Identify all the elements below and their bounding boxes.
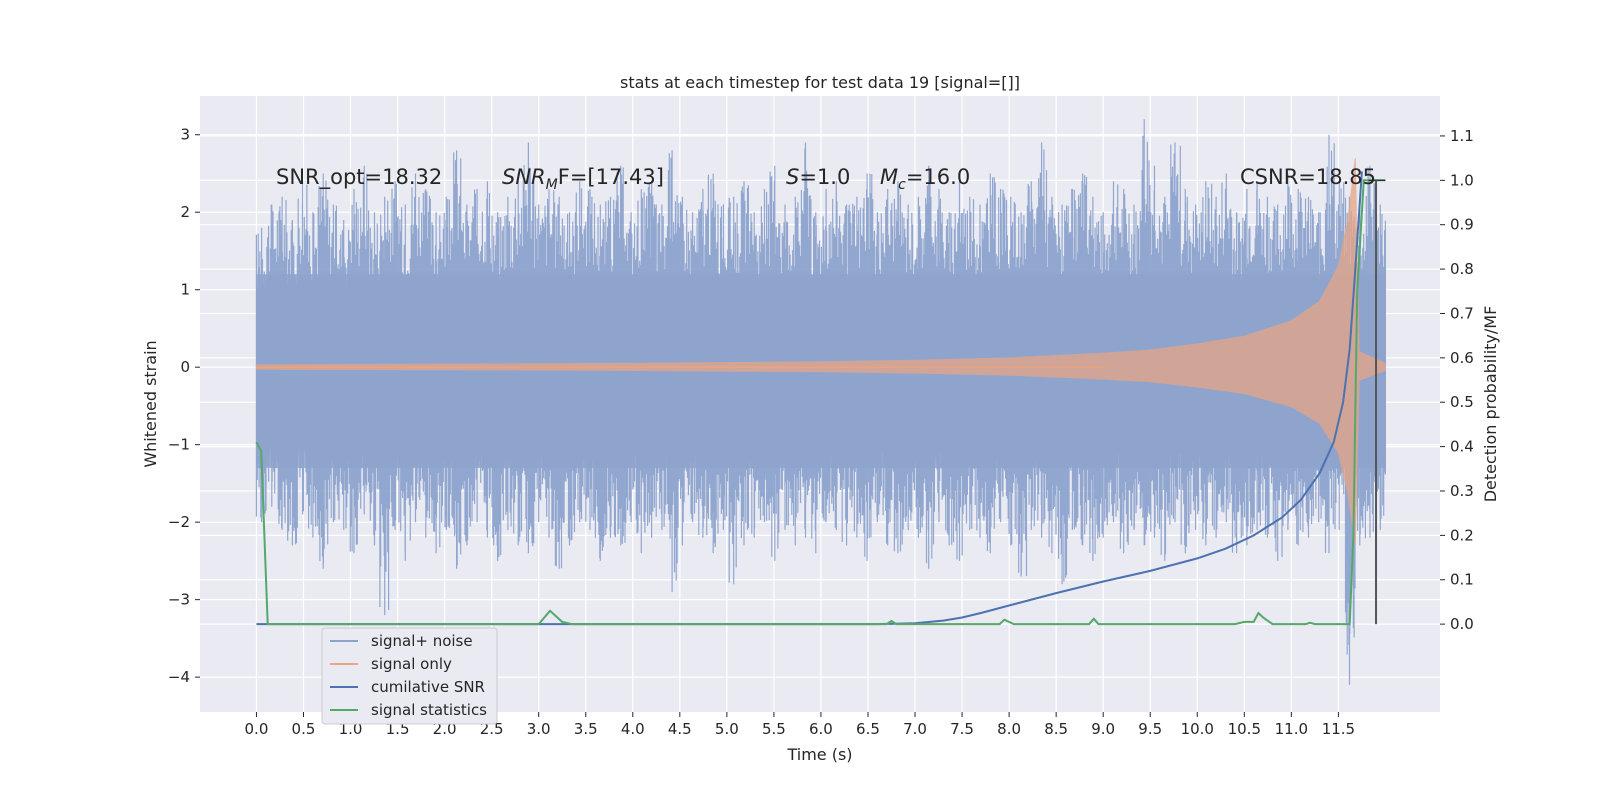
x-tick-label: 10.0 xyxy=(1181,720,1214,738)
legend: signal+ noise signal only cumilative SNR… xyxy=(321,627,498,725)
y2-tick-label: 0.8 xyxy=(1450,260,1474,278)
y-tick-label: 3 xyxy=(180,126,190,144)
legend-label-signal-noise: signal+ noise xyxy=(371,632,473,650)
mc-var: M xyxy=(880,165,898,189)
x-tick-label: 9.0 xyxy=(1091,720,1115,738)
x-tick-label: 0.5 xyxy=(292,720,316,738)
x-tick-label: 0.0 xyxy=(245,720,269,738)
annotation-mc: Mc=16.0 xyxy=(880,165,970,193)
legend-label-signal-only: signal only xyxy=(371,655,452,673)
chart-title: stats at each timestep for test data 19 … xyxy=(620,73,1020,92)
y-axis-label: Whitened strain xyxy=(141,340,160,467)
y-tick-label: 1 xyxy=(180,281,190,299)
s-var: S xyxy=(786,165,799,189)
x-tick-label: 6.0 xyxy=(809,720,833,738)
y2-tick-label: 0.4 xyxy=(1450,438,1474,456)
y2-tick-label: 0.0 xyxy=(1450,615,1474,633)
y2-tick-label: 0.2 xyxy=(1450,526,1474,544)
annotations: SNR_opt=18.32 SNRMF=[17.43] S=1.0 Mc=16.… xyxy=(276,165,1376,193)
y-tick-labels: 3 2 1 0 −1 −2 −3 −4 xyxy=(168,126,200,686)
x-tick-label: 3.5 xyxy=(574,720,598,738)
s-rest: =1.0 xyxy=(799,165,850,189)
y-tick-label: 2 xyxy=(180,203,190,221)
x-tick-label: 3.0 xyxy=(527,720,551,738)
y2-tick-label: 1.0 xyxy=(1450,171,1474,189)
signal-only-envelope xyxy=(255,157,1386,546)
y2-tick-label: 0.6 xyxy=(1450,349,1474,367)
y2-tick-label: 0.3 xyxy=(1450,482,1474,500)
y2-tick-label: 0.7 xyxy=(1450,304,1474,322)
snr-mf-sub: M xyxy=(546,177,558,193)
x-tick-label: 11.0 xyxy=(1275,720,1308,738)
cumulative-snr-line xyxy=(877,171,1363,626)
x-tick-label: 6.5 xyxy=(856,720,880,738)
line-series xyxy=(255,171,1386,626)
y-tick-label: −2 xyxy=(168,513,190,531)
x-tick-label: 11.5 xyxy=(1322,720,1355,738)
signal-statistics-line xyxy=(255,179,1386,626)
annotation-s: S=1.0 xyxy=(786,165,850,189)
x-tick-label: 8.0 xyxy=(997,720,1021,738)
snr-mf-rest: F=[17.43] xyxy=(558,165,664,189)
x-tick-label: 7.0 xyxy=(903,720,927,738)
y2-tick-labels: 1.1 1.0 0.9 0.8 0.7 0.6 0.5 0.4 0.3 0.2 0.1 0.0 xyxy=(1440,127,1474,633)
y2-tick-label: 1.1 xyxy=(1450,127,1474,145)
y-tick-label: −3 xyxy=(168,591,190,609)
y-tick-label: 0 xyxy=(180,358,190,376)
y-tick-label: −1 xyxy=(168,436,190,454)
x-tick-label: 5.0 xyxy=(715,720,739,738)
x-tick-label: 4.5 xyxy=(668,720,692,738)
mc-sub: c xyxy=(898,177,906,193)
x-tick-label: 8.5 xyxy=(1044,720,1068,738)
legend-label-cumulative-snr: cumilative SNR xyxy=(371,678,485,696)
x-tick-label: 10.5 xyxy=(1228,720,1261,738)
x-tick-label: 4.0 xyxy=(621,720,645,738)
y-tick-label: −4 xyxy=(168,668,190,686)
y2-tick-label: 0.9 xyxy=(1450,216,1474,234)
annotation-csnr: CSNR=18.85 xyxy=(1240,165,1376,189)
snr-mf-main: SNR xyxy=(502,165,546,189)
legend-label-signal-statistics: signal statistics xyxy=(371,701,487,719)
y2-axis-label: Detection probability/MF xyxy=(1481,306,1500,503)
mc-rest: =16.0 xyxy=(906,165,970,189)
x-axis-label: Time (s) xyxy=(786,745,852,764)
annotation-snr-mf: SNRMF=[17.43] xyxy=(502,165,664,193)
y2-tick-label: 0.1 xyxy=(1450,571,1474,589)
legend-box xyxy=(321,627,498,725)
annotation-snr-opt: SNR_opt=18.32 xyxy=(276,165,442,190)
signal-series xyxy=(255,157,1386,546)
x-tick-label: 9.5 xyxy=(1138,720,1162,738)
x-tick-label: 7.5 xyxy=(950,720,974,738)
y2-tick-label: 0.5 xyxy=(1450,393,1474,411)
x-tick-label: 5.5 xyxy=(762,720,786,738)
